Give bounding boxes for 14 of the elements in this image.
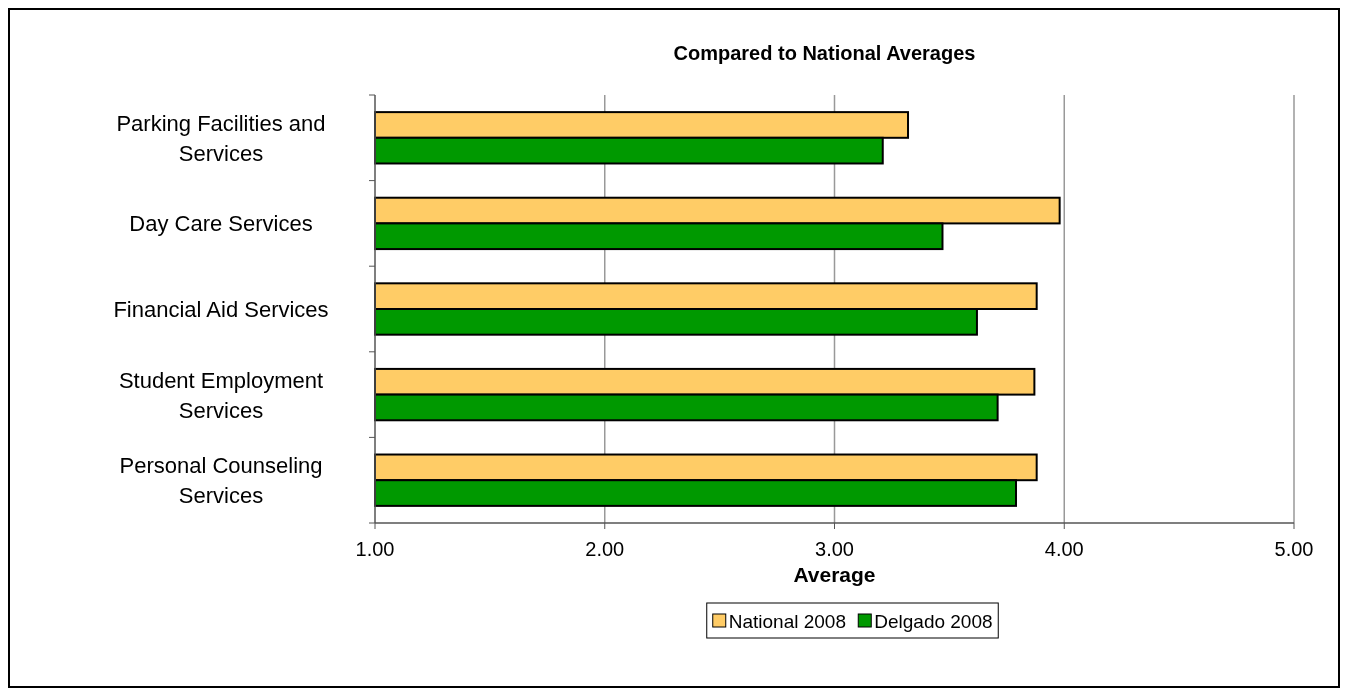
x-tick-label: 1.00 [355,538,395,560]
chart-title: Compared to National Averages [673,42,976,64]
x-tick-label: 2.00 [585,538,625,560]
legend-label: Delgado 2008 [874,611,993,632]
y-tick-label: Parking Facilities and Services [116,110,326,166]
y-tick-label: Personal Counseling Services [119,453,323,509]
y-tick-label: Financial Aid Services [113,297,329,322]
x-tick-label: 4.00 [1044,538,1084,560]
y-tick-label: Student Employment Services [118,367,324,423]
x-tick-label: 5.00 [1274,538,1314,560]
x-axis-title: Average [793,563,876,586]
x-tick-label: 3.00 [815,538,854,560]
legend-label: National 2008 [728,611,847,632]
y-tick-label: Day Care Services [129,211,313,237]
